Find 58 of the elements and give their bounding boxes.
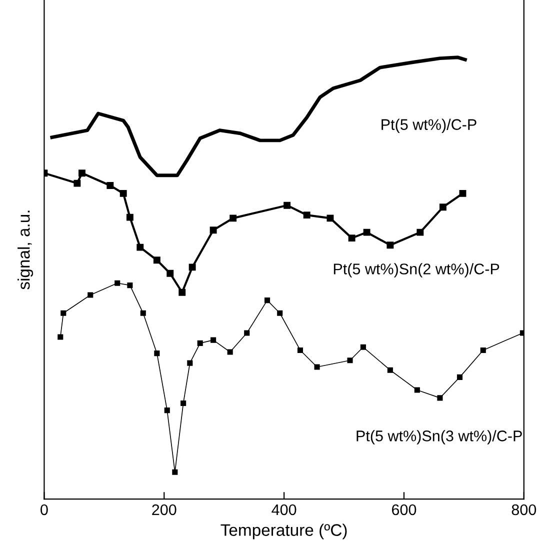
point: [459, 190, 466, 197]
point: [480, 347, 486, 354]
point: [230, 214, 237, 222]
point: [126, 214, 134, 221]
point: [414, 387, 420, 393]
point: [166, 270, 174, 277]
point: [127, 282, 133, 288]
point: [284, 202, 291, 209]
point: [347, 358, 353, 364]
point: [60, 310, 66, 316]
point: [154, 350, 160, 356]
point: [120, 190, 127, 197]
point: [74, 180, 81, 187]
point: [140, 310, 146, 316]
point: [197, 340, 203, 346]
point: [437, 395, 443, 401]
point: [297, 347, 304, 354]
point: [136, 244, 144, 251]
point: [227, 349, 233, 355]
point: [210, 337, 216, 343]
x-tick-label: 600: [392, 504, 416, 516]
point: [360, 344, 366, 350]
point: [187, 360, 193, 366]
x-axis-title: Temperature (ºC): [220, 524, 347, 540]
point: [88, 292, 94, 298]
point: [363, 228, 370, 236]
point: [386, 242, 394, 249]
point: [210, 226, 217, 234]
point: [277, 310, 283, 316]
point: [416, 228, 424, 236]
point: [172, 469, 178, 475]
point: [303, 212, 310, 219]
x-tick-label: 200: [152, 504, 176, 516]
text: Pt(5 wt%)/C-P: [382, 118, 476, 133]
x-tick-label: 800: [512, 504, 536, 516]
point: [439, 204, 446, 211]
point: [153, 256, 160, 264]
point: [180, 400, 186, 406]
point: [114, 280, 120, 286]
point: [387, 367, 393, 373]
point: [188, 264, 196, 271]
point: [78, 170, 86, 177]
point: [58, 334, 64, 340]
x-tick-label: 0: [40, 504, 48, 516]
point: [164, 408, 170, 414]
point: [456, 374, 463, 380]
point: [106, 182, 114, 189]
point: [244, 330, 250, 336]
y-axis-title: signal, a.u.: [18, 210, 34, 290]
text: Pt(5 wt%)Sn(3 wt%)/C-P: [356, 430, 522, 444]
x-tick-label: 400: [272, 504, 296, 516]
point: [348, 234, 356, 242]
point: [314, 364, 320, 370]
point: [326, 214, 334, 222]
point: [520, 330, 524, 336]
point: [178, 288, 186, 296]
series-label: Pt(5 wt%)Sn(2 wt%)/C-P: [334, 263, 500, 278]
point: [264, 298, 270, 304]
